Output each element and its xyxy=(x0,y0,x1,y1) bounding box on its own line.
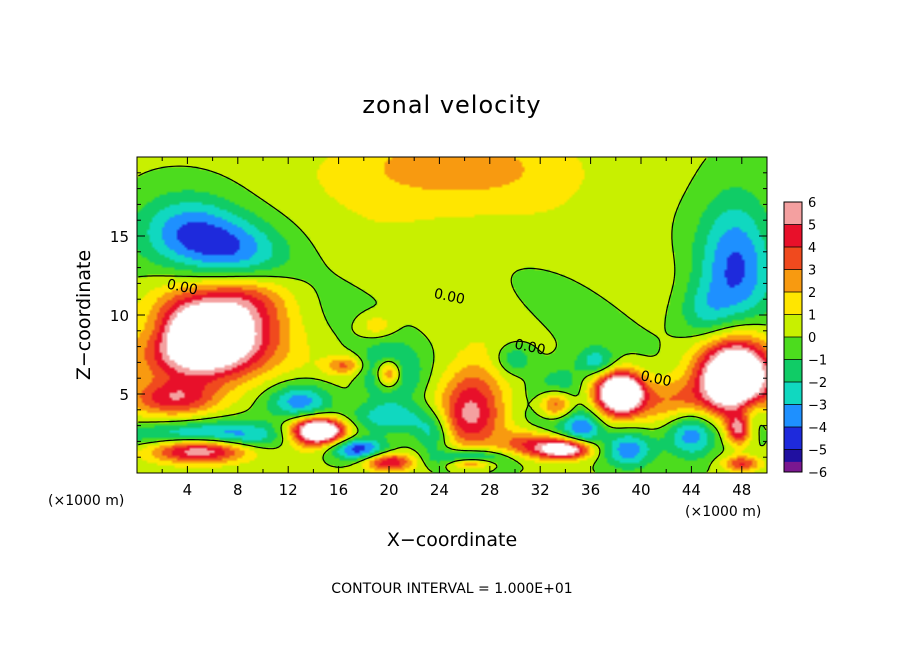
zero-contour-lines xyxy=(138,157,767,473)
colorbar-swatch xyxy=(784,314,802,337)
colorbar-tick-label: 6 xyxy=(808,196,816,211)
x-tick-label: 40 xyxy=(631,481,650,499)
colorbar-swatch xyxy=(784,359,802,382)
contour-label: 0.00 xyxy=(513,337,547,359)
contour-label: 0.00 xyxy=(432,286,466,308)
x-tick-label: 20 xyxy=(379,481,398,499)
y-tick-label: 10 xyxy=(110,307,129,325)
colorbar-tick-label: 5 xyxy=(808,219,816,234)
x-tick-label: 16 xyxy=(329,481,348,499)
heatmap-field: 0.00 0.00 0.00 0.00 xyxy=(137,157,767,473)
x-tick-label: 44 xyxy=(682,481,701,499)
colorbar-swatch xyxy=(784,461,802,472)
colorbar-tick-label: −1 xyxy=(808,354,827,369)
contour-interval-footer: CONTOUR INTERVAL = 1.000E+01 xyxy=(331,581,572,597)
colorbar-tick-label: 3 xyxy=(808,264,816,279)
y-tick-label: 15 xyxy=(110,228,129,246)
x-unit-right: (×1000 m) xyxy=(685,504,761,520)
contour-label: 0.00 xyxy=(639,368,673,390)
contour-labels: 0.00 0.00 0.00 0.00 xyxy=(165,276,673,390)
colorbar-tick-label: 1 xyxy=(808,309,816,324)
x-tick-label: 36 xyxy=(581,481,600,499)
zero-contour xyxy=(138,157,767,473)
colorbar-tick-label: 4 xyxy=(808,241,816,256)
x-tick-label: 28 xyxy=(480,481,499,499)
colorbar-swatch xyxy=(784,292,802,315)
colorbar-swatch xyxy=(784,427,802,450)
colorbar-swatch xyxy=(784,247,802,270)
x-tick-label: 48 xyxy=(732,481,751,499)
x-tick-label: 24 xyxy=(430,481,449,499)
colorbar: 6 5 4 3 2 1 0 −1 −2 −3 −4 −5 −6 xyxy=(783,196,827,481)
colorbar-tick-label: −4 xyxy=(808,421,827,436)
colorbar-swatch xyxy=(784,382,802,405)
colorbar-swatch xyxy=(784,224,802,247)
colorbar-tick-label: −2 xyxy=(808,376,827,391)
colorbar-tick-label: 0 xyxy=(808,331,816,346)
colorbar-tick-label: −5 xyxy=(808,444,827,459)
x-unit-left: (×1000 m) xyxy=(48,493,124,509)
x-tick-label: 4 xyxy=(183,481,193,499)
colorbar-swatch xyxy=(784,404,802,427)
x-tick-label: 32 xyxy=(531,481,550,499)
x-axis: 4 8 12 16 20 24 28 32 36 40 44 48 xyxy=(161,157,751,499)
x-tick-label: 8 xyxy=(233,481,243,499)
chart-title: zonal velocity xyxy=(362,91,541,119)
y-tick-label: 5 xyxy=(119,386,129,404)
y-axis-label: Z−coordinate xyxy=(73,250,95,380)
colorbar-swatch xyxy=(784,269,802,292)
colorbar-swatch xyxy=(784,337,802,360)
colorbar-tick-label: −3 xyxy=(808,399,827,414)
contour-label: 0.00 xyxy=(165,276,199,298)
colorbar-tick-label: −6 xyxy=(808,466,827,481)
y-axis: 5 10 15 xyxy=(110,172,767,458)
x-axis-label: X−coordinate xyxy=(387,529,517,551)
x-tick-label: 12 xyxy=(279,481,298,499)
colorbar-tick-label: 2 xyxy=(808,286,816,301)
colorbar-swatch xyxy=(784,202,802,225)
